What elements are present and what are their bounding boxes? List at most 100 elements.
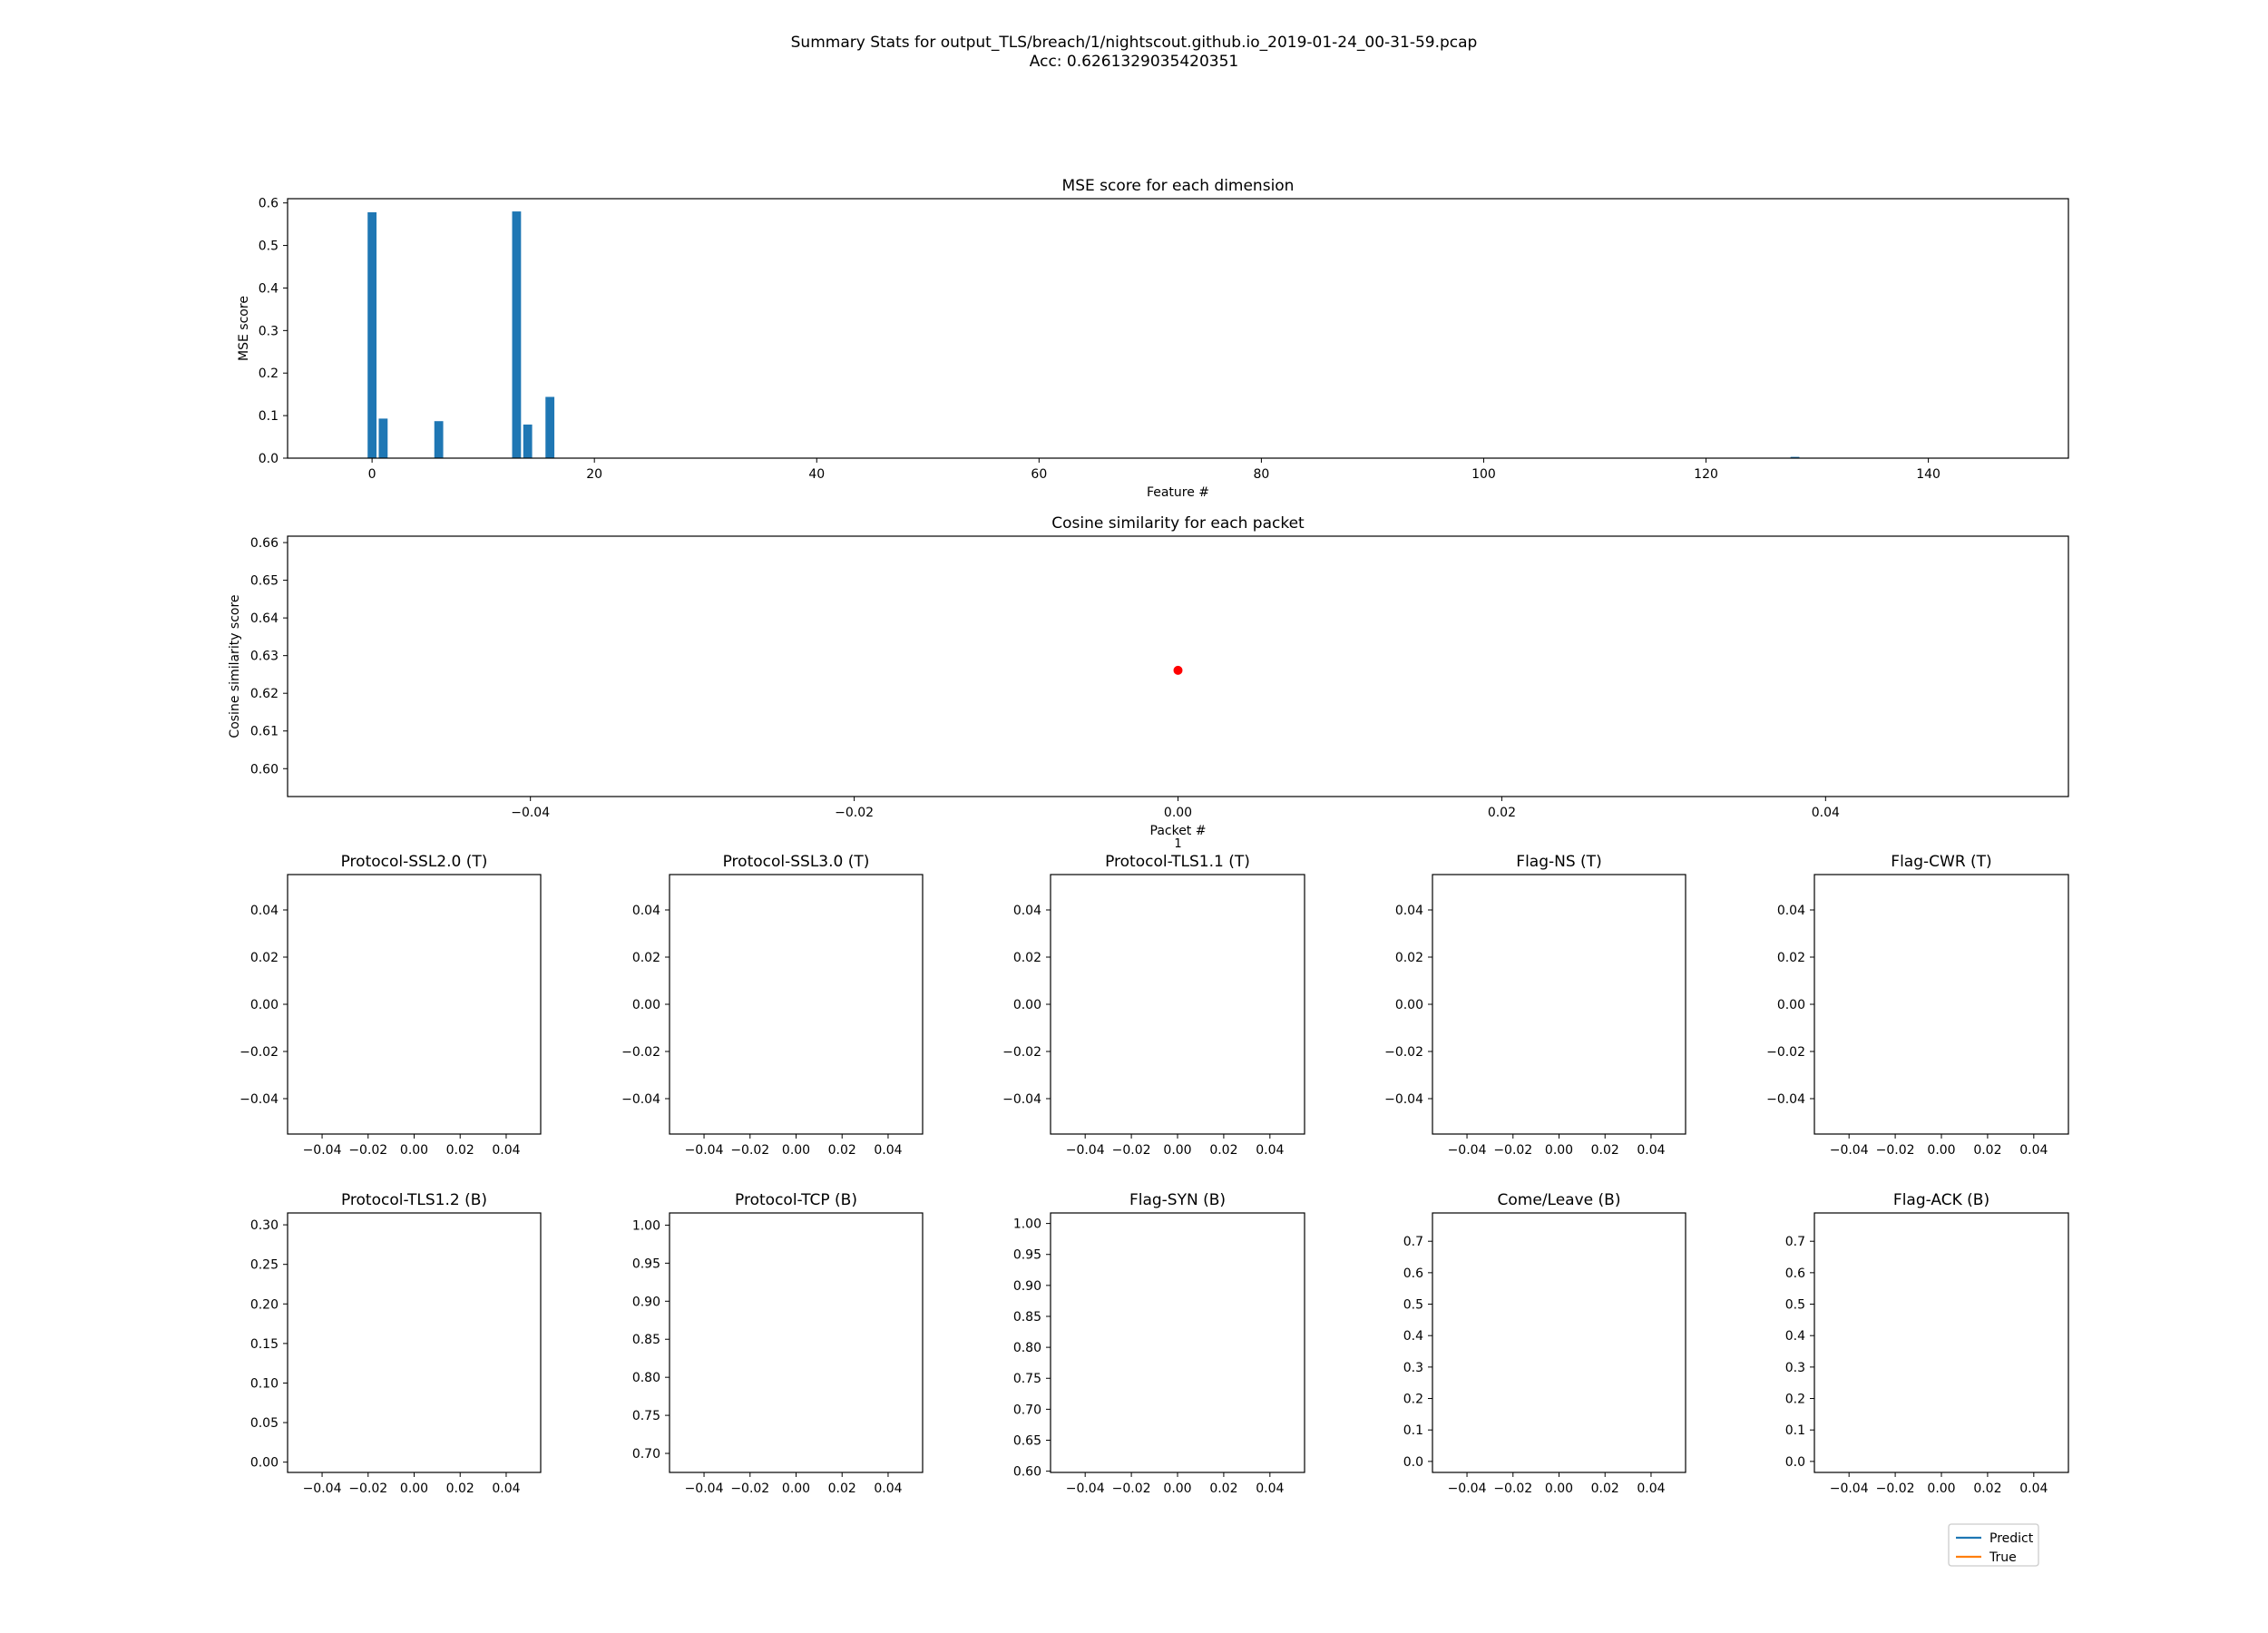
tls11-ytick-label: −0.02 bbox=[1002, 1045, 1041, 1060]
come-ytick-label: 0.6 bbox=[1403, 1266, 1423, 1281]
tls12-xtick-label: 0.02 bbox=[446, 1481, 474, 1496]
syn-title: Flag-SYN (B) bbox=[1129, 1191, 1226, 1209]
ssl30-ytick-label: 0.00 bbox=[632, 998, 660, 1012]
tls11-xtick-label: 0.00 bbox=[1163, 1143, 1191, 1158]
cos-xlabel: Packet # bbox=[1150, 824, 1207, 838]
flagns-ytick-label: 0.02 bbox=[1395, 951, 1423, 965]
legend-predict-label: Predict bbox=[1989, 1531, 2034, 1546]
ack-xtick-label: −0.02 bbox=[1876, 1481, 1915, 1496]
mse-xlabel: Feature # bbox=[1147, 485, 1209, 500]
flagns-xtick-label: −0.04 bbox=[1448, 1143, 1487, 1158]
cos-ytick-label: 0.60 bbox=[250, 762, 279, 777]
ssl20-ytick-label: 0.04 bbox=[250, 904, 279, 918]
ssl20-chart: Protocol-SSL2.0 (T) −0.04 −0.02 0.00 0.02 0.0… bbox=[240, 853, 542, 1158]
ack-ytick-label: 0.3 bbox=[1785, 1361, 1805, 1375]
flagns-ytick-label: −0.02 bbox=[1384, 1045, 1423, 1060]
ssl30-title: Protocol-SSL3.0 (T) bbox=[723, 853, 870, 871]
cos-point bbox=[1173, 665, 1183, 675]
tls11-ytick-label: 0.04 bbox=[1013, 904, 1041, 918]
tcp-ytick-label: 0.95 bbox=[632, 1257, 660, 1271]
ack-chart: Flag-ACK (B) −0.04 −0.02 0.00 0.02 0.04 0.0 0.1… bbox=[1785, 1191, 2069, 1496]
flagcwr-xtick-label: 0.04 bbox=[2019, 1143, 2048, 1158]
flagns-ytick-label: 0.04 bbox=[1395, 904, 1423, 918]
ssl30-ytick-label: −0.04 bbox=[621, 1092, 660, 1107]
flagns-xtick-label: 0.04 bbox=[1637, 1143, 1665, 1158]
ssl30-xtick-label: 0.00 bbox=[782, 1143, 810, 1158]
ack-xtick-label: 0.00 bbox=[1927, 1481, 1955, 1496]
tcp-ytick-label: 0.75 bbox=[632, 1409, 660, 1423]
cos-xtick-label: 0.00 bbox=[1164, 806, 1192, 820]
tls11-xtick-label: −0.04 bbox=[1066, 1143, 1105, 1158]
ssl20-xtick-label: −0.02 bbox=[348, 1143, 387, 1158]
figure-title-line1: Summary Stats for output_TLS/breach/1/ni… bbox=[791, 34, 1478, 52]
syn-xtick-label: −0.02 bbox=[1112, 1481, 1151, 1496]
mse-xtick-label: 80 bbox=[1253, 467, 1269, 482]
ack-xtick-label: 0.02 bbox=[1973, 1481, 2001, 1496]
cos-chart: Cosine similarity for each packet −0.04 −0… bbox=[228, 514, 2069, 851]
tls12-ytick-label: 0.10 bbox=[250, 1376, 279, 1391]
syn-xtick-label: 0.02 bbox=[1209, 1481, 1237, 1496]
syn-ytick-label: 0.85 bbox=[1013, 1310, 1041, 1325]
mse-bar bbox=[367, 212, 377, 458]
mse-chart: MSE score for each dimension 0 20 40 60 80 100… bbox=[237, 177, 2069, 500]
come-ytick-label: 0.5 bbox=[1403, 1298, 1423, 1313]
tcp-xtick-label: −0.04 bbox=[685, 1481, 724, 1496]
mse-xtick-label: 120 bbox=[1694, 467, 1718, 482]
ack-ytick-label: 0.0 bbox=[1785, 1455, 1805, 1470]
syn-chart: Flag-SYN (B) −0.04 −0.02 0.00 0.02 0.04 0.60 0.… bbox=[1013, 1191, 1305, 1496]
flagcwr-xtick-label: −0.02 bbox=[1876, 1143, 1915, 1158]
tcp-ytick-label: 0.70 bbox=[632, 1447, 660, 1462]
mse-ytick-label: 0.3 bbox=[259, 324, 279, 338]
syn-xtick-label: 0.04 bbox=[1256, 1481, 1284, 1496]
tls11-xtick-label: 0.02 bbox=[1209, 1143, 1237, 1158]
ssl30-chart: Protocol-SSL3.0 (T) −0.04 −0.02 0.00 0.02 0.0… bbox=[621, 853, 924, 1158]
ssl20-title: Protocol-SSL2.0 (T) bbox=[341, 853, 488, 871]
tcp-xtick-label: 0.00 bbox=[782, 1481, 810, 1496]
tcp-ytick-label: 0.80 bbox=[632, 1371, 660, 1385]
flagns-xtick-label: 0.00 bbox=[1545, 1143, 1573, 1158]
cos-xtick-label: 0.02 bbox=[1488, 806, 1516, 820]
syn-ytick-label: 1.00 bbox=[1013, 1217, 1041, 1232]
ssl20-xtick-label: 0.02 bbox=[446, 1143, 474, 1158]
ssl30-ytick-label: 0.04 bbox=[632, 904, 660, 918]
cos-ytick-label: 0.65 bbox=[250, 574, 279, 589]
ack-xtick-label: 0.04 bbox=[2019, 1481, 2048, 1496]
tls11-xtick-label: −0.02 bbox=[1112, 1143, 1151, 1158]
cos-xtick-label: 0.04 bbox=[1812, 806, 1840, 820]
mse-bar bbox=[1790, 456, 1800, 458]
mse-ytick-label: 0.2 bbox=[259, 367, 279, 381]
come-ytick-label: 0.3 bbox=[1403, 1361, 1423, 1375]
ack-title: Flag-ACK (B) bbox=[1893, 1191, 1989, 1209]
syn-ytick-label: 0.70 bbox=[1013, 1403, 1041, 1417]
tls12-ytick-label: 0.05 bbox=[250, 1416, 279, 1431]
cos-ylabel: Cosine similarity score bbox=[228, 594, 242, 738]
mse-xtick-label: 60 bbox=[1031, 467, 1047, 482]
flagns-title: Flag-NS (T) bbox=[1516, 853, 1601, 871]
mse-xtick-label: 140 bbox=[1916, 467, 1941, 482]
syn-ytick-label: 0.65 bbox=[1013, 1434, 1041, 1449]
tls11-ytick-label: 0.02 bbox=[1013, 951, 1041, 965]
tls11-ytick-label: −0.04 bbox=[1002, 1092, 1041, 1107]
tls12-ytick-label: 0.20 bbox=[250, 1297, 279, 1312]
mse-ytick-label: 0.1 bbox=[259, 409, 279, 424]
ssl20-ytick-label: 0.02 bbox=[250, 951, 279, 965]
legend-box bbox=[1948, 1523, 2039, 1567]
tcp-xtick-label: −0.02 bbox=[730, 1481, 769, 1496]
cos-offset-label: 1 bbox=[1174, 837, 1181, 851]
tls11-title: Protocol-TLS1.1 (T) bbox=[1105, 853, 1250, 871]
tls12-ytick-label: 0.30 bbox=[250, 1218, 279, 1233]
ssl20-ytick-label: −0.04 bbox=[240, 1092, 279, 1107]
tls11-chart: Protocol-TLS1.1 (T) −0.04 −0.02 0.00 0.02 0.0… bbox=[1002, 853, 1305, 1158]
come-xtick-label: 0.04 bbox=[1637, 1481, 1665, 1496]
tls12-ytick-label: 0.00 bbox=[250, 1456, 279, 1471]
mse-xtick-label: 20 bbox=[586, 467, 602, 482]
ack-xtick-label: −0.04 bbox=[1830, 1481, 1869, 1496]
syn-ytick-label: 0.80 bbox=[1013, 1341, 1041, 1355]
flagcwr-ytick-label: −0.02 bbox=[1766, 1045, 1805, 1060]
legend: Predict True bbox=[1948, 1523, 2039, 1567]
mse-ytick-label: 0.5 bbox=[259, 240, 279, 254]
tls11-ytick-label: 0.00 bbox=[1013, 998, 1041, 1012]
ssl30-xtick-label: 0.02 bbox=[828, 1143, 856, 1158]
come-title: Come/Leave (B) bbox=[1498, 1191, 1621, 1209]
ssl30-ytick-label: 0.02 bbox=[632, 951, 660, 965]
